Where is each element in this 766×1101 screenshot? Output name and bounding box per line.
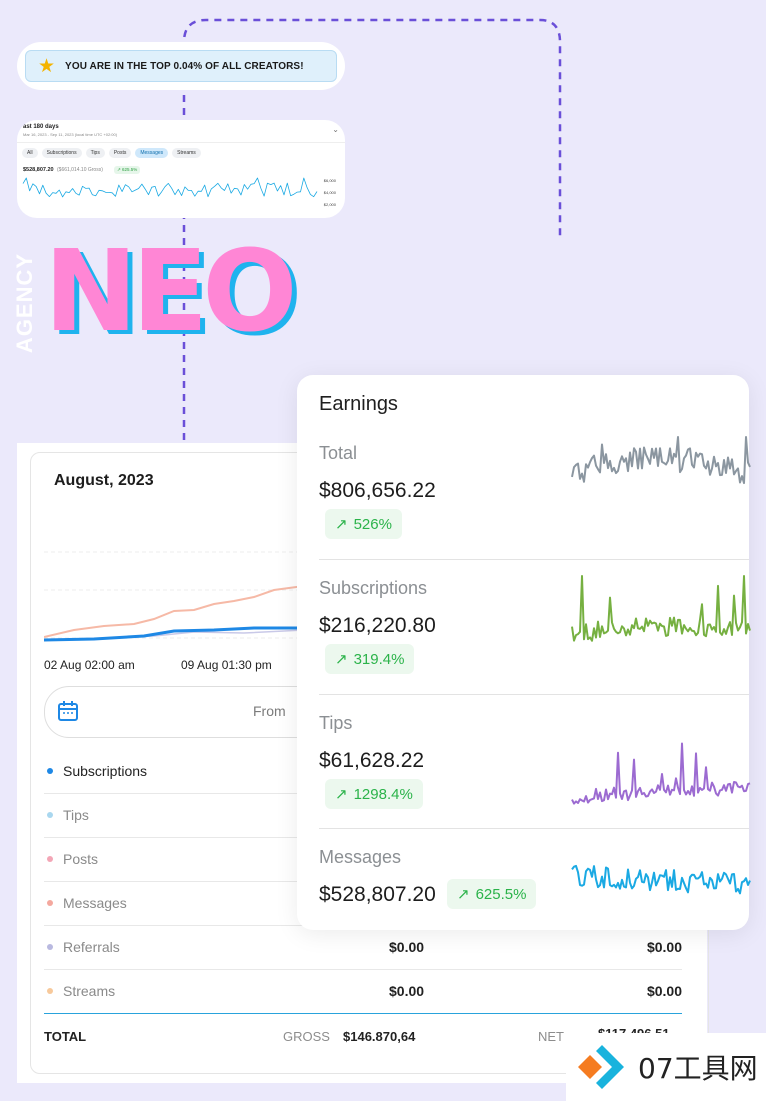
net-label: NET [538,1028,564,1044]
dashed-connector [182,18,562,440]
statements-line-chart [44,551,304,642]
gross-value: $0.00 [389,983,425,999]
section-label: Total [319,443,358,463]
change-value: 526% [353,515,392,533]
star-icon: ★ [38,55,56,77]
gross-total: $146.870,64 [343,1028,416,1044]
earnings-card: Earnings Total $806,656.22 ↗ 526% Subscri… [297,375,751,930]
mini-tab-all[interactable]: All [22,148,38,158]
gross-value: $0.00 [389,939,425,955]
total-row: TOTAL GROSS $146.870,64 NET $117.496,51 [44,1013,682,1058]
category-label: Messages [63,895,127,911]
legend-dot [47,856,53,862]
total-label: TOTAL [44,1028,87,1044]
category-label: Referrals [63,939,120,955]
earnings-section-tips[interactable]: Tips $61,628.22 ↗ 1298.4% [319,695,751,829]
earnings-title: Earnings [319,393,398,415]
trend-up-icon: ↗ [457,886,470,903]
earnings-section-total[interactable]: Total $806,656.22 ↗ 526% [319,425,751,559]
mini-tab-tips[interactable]: Tips [85,148,105,158]
subscriptions-sparkline [571,575,751,642]
mini-stats-card: ast 180 days Mar 16, 2023 - Sep 11, 2023… [17,120,345,218]
chevron-down-icon[interactable]: ⌄ [332,125,339,134]
category-row-referrals[interactable]: Referrals $0.00 $0.00 [44,925,682,970]
month-title: August, 2023 [54,472,154,489]
x-axis-label: 02 Aug 02:00 am [44,658,135,672]
change-value: 625.5% [475,885,527,903]
date-range-picker[interactable]: From [44,686,466,738]
trend-up-icon: ↗ [335,786,348,803]
mini-amount: $528,807.20 [23,167,54,173]
category-label: Streams [63,983,116,999]
section-label: Tips [319,713,353,733]
category-label: Tips [63,807,89,823]
divider [17,142,345,143]
change-value: 1298.4% [353,785,413,803]
trend-up-icon: ↗ [335,516,348,533]
watermark: 07工具网 [566,1033,766,1101]
category-row-streams[interactable]: Streams $0.00 $0.00 [44,969,682,1014]
tips-sparkline [571,742,751,805]
mini-tab-posts[interactable]: Posts [108,148,132,158]
diamond-logo-icon [578,1045,624,1089]
legend-dot [47,768,53,774]
legend-dot [47,812,53,818]
section-value: $528,807.20 [319,883,436,906]
earnings-section-subscriptions[interactable]: Subscriptions $216,220.80 ↗ 319.4% [319,560,751,694]
section-value: $216,220.80 [319,614,436,637]
mini-change-badge: ↗ 625.5% [114,166,141,174]
section-label: Messages [319,847,402,867]
total-sparkline [571,436,751,485]
mini-tab-messages[interactable]: Messages [135,148,169,158]
legend-dot [47,944,53,950]
net-total: $117.496,51 [598,1026,670,1037]
change-badge: ↗ 1298.4% [325,779,423,809]
neo-logo: NEO [44,227,297,357]
net-value: $0.00 [646,983,682,999]
mini-period-subtitle: Mar 16, 2023 - Sep 11, 2023 (local time … [23,132,118,137]
change-value: 319.4% [353,650,405,668]
category-label: Subscriptions [63,763,148,779]
top-creators-badge: ★ YOU ARE IN THE TOP 0.04% OF ALL CREATO… [17,42,345,90]
range-from-label: From [253,703,286,719]
legend-dot [47,988,53,994]
earnings-section-messages[interactable]: Messages $528,807.20 ↗ 625.5% [319,829,751,963]
agency-label: AGENCY [12,252,37,354]
change-badge: ↗ 526% [325,509,402,539]
change-badge: ↗ 625.5% [447,879,537,909]
divider [319,559,749,560]
section-value: $806,656.22 [319,479,436,502]
calendar-icon [58,701,78,721]
change-badge: ↗ 319.4% [325,644,415,674]
mini-y-tick: $2,000 [323,202,336,207]
gross-label: GROSS [283,1028,330,1044]
category-label: Posts [63,851,99,867]
mini-sparkline [22,177,318,198]
section-label: Subscriptions [319,578,428,598]
mini-gross: ($661,014.10 Gross) [57,167,103,173]
legend-dot [47,900,53,906]
mini-tab-subscriptions[interactable]: Subscriptions [41,148,82,158]
mini-y-tick: $4,000 [323,190,336,195]
net-value: $0.00 [646,939,682,955]
divider [319,828,749,829]
mini-tabs: All Subscriptions Tips Posts Messages St… [22,148,201,158]
section-value: $61,628.22 [319,749,425,772]
badge-inner: ★ YOU ARE IN THE TOP 0.04% OF ALL CREATO… [25,50,337,82]
divider [319,694,749,695]
x-axis-label: 09 Aug 01:30 pm [181,658,272,672]
mini-period-title: ast 180 days [23,124,59,130]
mini-tab-streams[interactable]: Streams [172,148,201,158]
mini-y-tick: $6,000 [323,178,336,183]
trend-up-icon: ↗ [335,651,348,668]
badge-text: YOU ARE IN THE TOP 0.04% OF ALL CREATORS… [65,60,304,72]
messages-sparkline [571,864,751,895]
watermark-text: 07工具网 [638,1052,758,1085]
